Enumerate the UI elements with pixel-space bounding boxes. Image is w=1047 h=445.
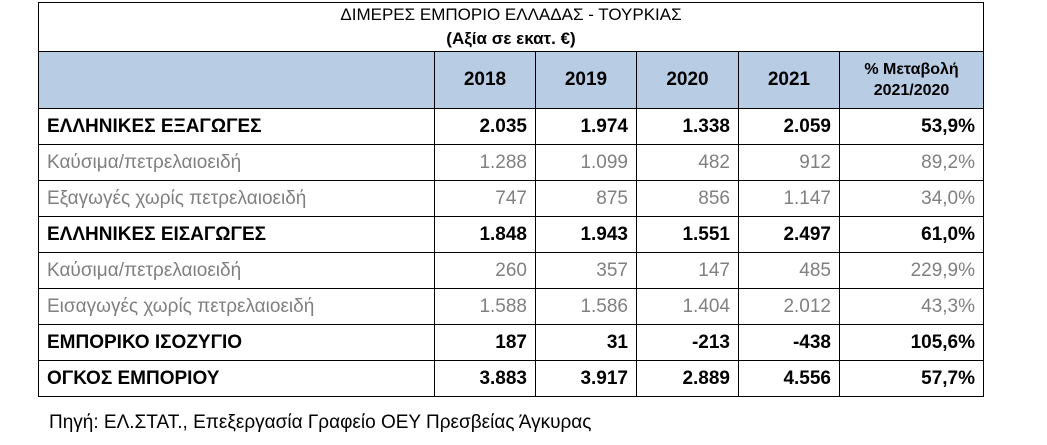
value-2018: 1.848 bbox=[434, 216, 536, 253]
title-cell: ΔΙΜΕΡΕΣ ΕΜΠΟΡΙΟ ΕΛΛΑΔΑΣ - ΤΟΥΡΚΙΑΣ (Αξία… bbox=[37, 2, 985, 52]
value-2018: 2.035 bbox=[434, 108, 536, 145]
row-label: Εισαγωγές χωρίς πετρελαιοειδή bbox=[38, 288, 435, 325]
header-row: 2018 2019 2020 2021 % Μεταβολή 2021/2020 bbox=[38, 51, 985, 109]
value-change: 34,0% bbox=[838, 180, 985, 217]
value-2018: 187 bbox=[434, 324, 536, 361]
value-2020: -213 bbox=[636, 324, 739, 361]
table-row: ΕΜΠΟΡΙΚΟ ΙΣΟΖΥΓΙΟ 187 31 -213 -438 105,6% bbox=[38, 324, 985, 361]
table-body: ΕΛΛΗΝΙΚΕΣ ΕΞΑΓΩΓΕΣ 2.035 1.974 1.338 2.059 53… bbox=[38, 108, 985, 397]
trade-table: ΔΙΜΕΡΕΣ ΕΜΠΟΡΙΟ ΕΛΛΑΔΑΣ - ΤΟΥΡΚΙΑΣ (Αξία… bbox=[37, 2, 985, 397]
value-2019: 1.974 bbox=[535, 108, 637, 145]
value-change: 43,3% bbox=[838, 288, 985, 325]
value-2019: 875 bbox=[535, 180, 637, 217]
value-2020: 1.551 bbox=[636, 216, 739, 253]
value-change: 57,7% bbox=[838, 360, 985, 397]
value-2018: 1.288 bbox=[434, 144, 536, 181]
header-cell-2021: 2021 bbox=[738, 51, 840, 109]
table-row: Εξαγωγές χωρίς πετρελαιοειδή 747 875 856 1.1… bbox=[38, 180, 985, 217]
value-2021: 485 bbox=[738, 252, 840, 289]
header-cell-empty bbox=[38, 51, 435, 109]
value-change: 229,9% bbox=[838, 252, 985, 289]
value-2021: 912 bbox=[738, 144, 840, 181]
row-label: ΕΛΛΗΝΙΚΕΣ ΕΙΣΑΓΩΓΕΣ bbox=[38, 216, 435, 253]
value-change: 61,0% bbox=[838, 216, 985, 253]
value-change: 105,6% bbox=[838, 324, 985, 361]
value-2018: 3.883 bbox=[434, 360, 536, 397]
value-change: 89,2% bbox=[838, 144, 985, 181]
value-2019: 1.099 bbox=[535, 144, 637, 181]
table-row: ΕΛΛΗΝΙΚΕΣ ΕΞΑΓΩΓΕΣ 2.035 1.974 1.338 2.059 53… bbox=[38, 108, 985, 145]
value-2020: 1.404 bbox=[636, 288, 739, 325]
value-2020: 2.889 bbox=[636, 360, 739, 397]
value-2019: 1.586 bbox=[535, 288, 637, 325]
value-2020: 482 bbox=[636, 144, 739, 181]
value-2021: 2.012 bbox=[738, 288, 840, 325]
table-row: ΕΛΛΗΝΙΚΕΣ ΕΙΣΑΓΩΓΕΣ 1.848 1.943 1.551 2.497 6… bbox=[38, 216, 985, 253]
header-cell-2018: 2018 bbox=[434, 51, 536, 109]
row-label: ΕΜΠΟΡΙΚΟ ΙΣΟΖΥΓΙΟ bbox=[38, 324, 435, 361]
source-note: Πηγή: ΕΛ.ΣΤΑΤ., Επεξεργασία Γραφείο ΟΕΥ … bbox=[49, 412, 592, 433]
value-change: 53,9% bbox=[838, 108, 985, 145]
value-2021: 1.147 bbox=[738, 180, 840, 217]
row-label: Εξαγωγές χωρίς πετρελαιοειδή bbox=[38, 180, 435, 217]
value-2018: 260 bbox=[434, 252, 536, 289]
value-2021: 2.059 bbox=[738, 108, 840, 145]
title-row: ΔΙΜΕΡΕΣ ΕΜΠΟΡΙΟ ΕΛΛΑΔΑΣ - ΤΟΥΡΚΙΑΣ (Αξία… bbox=[37, 2, 985, 52]
value-2019: 357 bbox=[535, 252, 637, 289]
row-label: ΕΛΛΗΝΙΚΕΣ ΕΞΑΓΩΓΕΣ bbox=[38, 108, 435, 145]
value-2021: -438 bbox=[738, 324, 840, 361]
table-row: Εισαγωγές χωρίς πετρελαιοειδή 1.588 1.586 1… bbox=[38, 288, 985, 325]
header-cell-2020: 2020 bbox=[636, 51, 739, 109]
table-row: Καύσιμα/πετρελαιοειδή 1.288 1.099 482 912 89,… bbox=[38, 144, 985, 181]
value-2019: 3.917 bbox=[535, 360, 637, 397]
value-2019: 31 bbox=[535, 324, 637, 361]
table-title: ΔΙΜΕΡΕΣ ΕΜΠΟΡΙΟ ΕΛΛΑΔΑΣ - ΤΟΥΡΚΙΑΣ bbox=[340, 5, 682, 24]
table-row: ΟΓΚΟΣ ΕΜΠΟΡΙΟΥ 3.883 3.917 2.889 4.556 57,7% bbox=[38, 360, 985, 397]
header-cell-change: % Μεταβολή 2021/2020 bbox=[838, 51, 985, 109]
value-2018: 747 bbox=[434, 180, 536, 217]
row-label: Καύσιμα/πετρελαιοειδή bbox=[38, 144, 435, 181]
row-label: ΟΓΚΟΣ ΕΜΠΟΡΙΟΥ bbox=[38, 360, 435, 397]
value-2019: 1.943 bbox=[535, 216, 637, 253]
row-label: Καύσιμα/πετρελαιοειδή bbox=[38, 252, 435, 289]
table-subtitle: (Αξία σε εκατ. €) bbox=[446, 29, 576, 48]
header-cell-2019: 2019 bbox=[535, 51, 637, 109]
value-2021: 4.556 bbox=[738, 360, 840, 397]
value-2018: 1.588 bbox=[434, 288, 536, 325]
table-row: Καύσιμα/πετρελαιοειδή 260 357 147 485 229,9% bbox=[38, 252, 985, 289]
value-2020: 1.338 bbox=[636, 108, 739, 145]
value-2020: 147 bbox=[636, 252, 739, 289]
value-2020: 856 bbox=[636, 180, 739, 217]
value-2021: 2.497 bbox=[738, 216, 840, 253]
